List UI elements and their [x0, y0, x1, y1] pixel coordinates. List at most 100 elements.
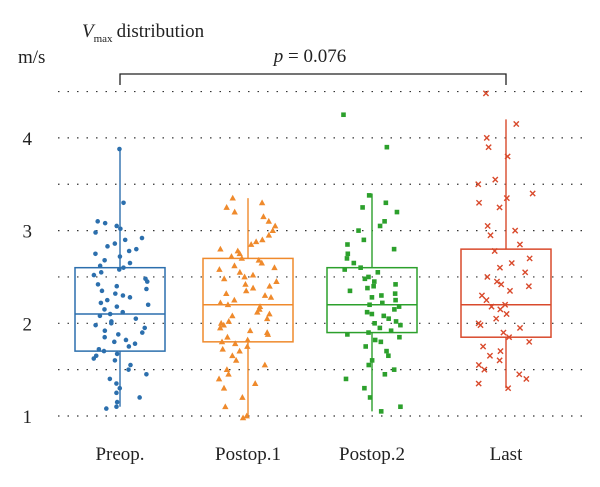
box-preop-: [74, 146, 166, 411]
data-point: [112, 339, 117, 345]
data-point: [500, 329, 507, 336]
data-point: [496, 204, 503, 211]
data-point: [102, 328, 108, 334]
data-point: [503, 310, 510, 318]
data-point: [386, 353, 391, 359]
data-point: [269, 227, 276, 233]
data-point: [252, 238, 260, 245]
data-point: [231, 296, 238, 303]
data-point: [479, 343, 487, 350]
data-point: [475, 181, 482, 188]
iqr-box: [74, 266, 166, 352]
data-point: [492, 176, 499, 183]
data-point: [107, 376, 113, 382]
data-point: [114, 351, 120, 357]
data-point: [225, 318, 232, 324]
data-point: [391, 246, 397, 252]
data-point: [382, 219, 387, 224]
data-point: [98, 300, 104, 306]
data-point: [482, 90, 490, 97]
data-point: [220, 275, 228, 282]
data-point: [104, 406, 109, 411]
y-tick-label: 2: [23, 314, 33, 335]
data-point: [393, 282, 398, 287]
data-point: [366, 193, 372, 198]
data-point: [105, 244, 110, 249]
data-point: [488, 303, 495, 310]
data-point: [378, 339, 384, 345]
data-point: [91, 356, 97, 361]
data-point: [122, 237, 128, 243]
data-point: [367, 395, 373, 400]
data-point: [496, 264, 504, 271]
data-point: [506, 287, 514, 294]
data-point: [113, 291, 118, 296]
data-point: [384, 348, 389, 354]
data-point: [126, 367, 131, 372]
data-point: [505, 385, 512, 392]
data-point: [102, 257, 107, 263]
data-point: [398, 404, 403, 410]
data-point: [483, 134, 490, 141]
data-point: [341, 112, 346, 118]
data-point: [244, 343, 251, 349]
data-point: [393, 319, 399, 324]
data-point: [229, 352, 236, 359]
data-point: [229, 194, 236, 201]
data-point: [484, 222, 491, 230]
data-point: [493, 315, 500, 322]
data-point: [217, 299, 224, 306]
data-point: [133, 316, 139, 321]
data-point: [219, 345, 226, 352]
data-point: [529, 190, 536, 197]
data-point: [132, 341, 138, 346]
significance-bracket: [119, 73, 507, 85]
data-point: [239, 394, 246, 400]
significance-annotation: p = 0.076: [119, 46, 507, 85]
data-point: [99, 288, 105, 294]
data-point: [116, 267, 122, 272]
data-point: [249, 284, 257, 291]
data-point: [258, 259, 265, 266]
iqr-box: [326, 266, 418, 334]
box-postop-2: [326, 112, 418, 414]
data-point: [525, 283, 532, 290]
data-point: [112, 241, 118, 246]
data-point: [367, 302, 372, 308]
data-point: [264, 331, 272, 337]
data-point: [102, 307, 107, 312]
data-point: [229, 312, 236, 319]
data-point: [526, 255, 533, 262]
data-point: [123, 337, 129, 343]
data-point: [241, 273, 248, 280]
data-point: [378, 409, 384, 414]
data-point: [481, 366, 488, 373]
data-point: [384, 144, 390, 150]
data-point: [345, 242, 350, 247]
data-point: [107, 311, 113, 317]
data-point: [396, 304, 402, 309]
data-point: [232, 356, 240, 363]
data-point: [343, 376, 349, 382]
x-tick-label: Postop.2: [339, 444, 405, 465]
data-point: [242, 280, 249, 287]
data-point: [225, 370, 232, 377]
data-point: [516, 324, 524, 332]
data-point: [239, 414, 247, 421]
data-point: [377, 223, 383, 229]
data-point: [483, 297, 490, 304]
data-point: [475, 199, 483, 206]
box-plots: [74, 90, 552, 421]
data-point: [223, 290, 230, 297]
data-point: [477, 322, 484, 329]
data-point: [369, 295, 375, 300]
y-tick-label: 1: [23, 407, 33, 428]
data-point: [93, 230, 98, 235]
data-point: [261, 361, 269, 368]
data-point: [372, 321, 377, 326]
data-point: [102, 220, 108, 226]
data-point: [369, 358, 375, 363]
data-point: [93, 251, 98, 257]
data-point: [114, 404, 119, 410]
